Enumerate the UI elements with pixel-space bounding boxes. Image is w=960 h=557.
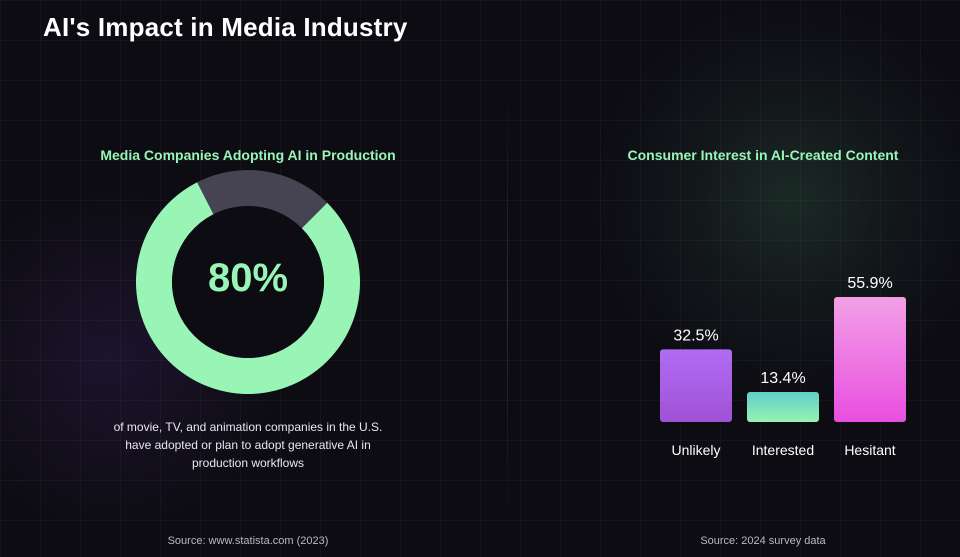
right-source: Source: 2024 survey data	[700, 535, 826, 547]
donut-slice-adopted	[136, 182, 360, 394]
bar-chart: 32.5% Unlikely 13.4% Interested 55.9% Hesitan…	[660, 275, 906, 458]
left-source: Source: www.statista.com (2023)	[167, 535, 329, 547]
bar-category-label-interested: Interested	[752, 442, 814, 458]
donut-hole	[172, 206, 324, 358]
bar-unlikely	[660, 349, 732, 422]
bar-value-label-hesitant: 55.9%	[847, 275, 892, 292]
bar-hesitant	[834, 297, 906, 422]
bar-value-label-interested: 13.4%	[760, 370, 805, 387]
bar-interested	[747, 392, 819, 422]
bar-category-label-unlikely: Unlikely	[671, 442, 720, 458]
bar-category-label-hesitant: Hesitant	[844, 442, 895, 458]
bar-value-label-unlikely: 32.5%	[673, 327, 718, 344]
bar-chart-title: Consumer Interest in AI-Created Content	[627, 147, 899, 163]
panel-divider	[507, 85, 508, 525]
donut-chart	[136, 170, 360, 394]
donut-chart-title: Media Companies Adopting AI in Productio…	[100, 147, 396, 163]
donut-caption: of movie, TV, and animation companies in…	[113, 420, 383, 470]
page-title: AI's Impact in Media Industry	[43, 12, 408, 42]
donut-center-value: 80%	[207, 256, 289, 300]
donut-slice-remainder	[197, 170, 328, 229]
